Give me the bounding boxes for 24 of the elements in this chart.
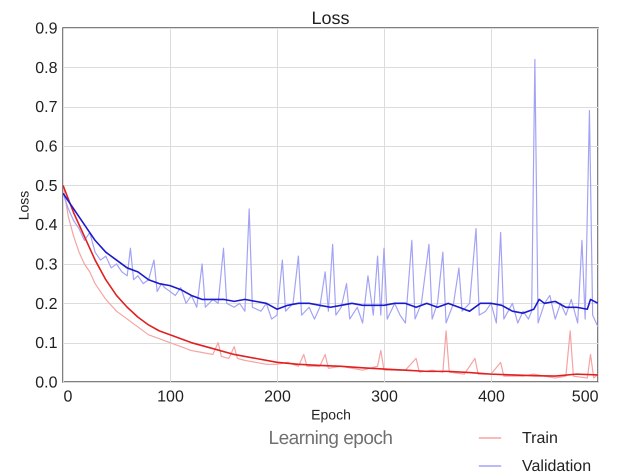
line-series xyxy=(63,192,598,314)
x-tick-label: 0 xyxy=(64,388,72,406)
y-tick-label: 0.1 xyxy=(35,335,58,352)
x-tick-label: 400 xyxy=(478,388,505,406)
x-axis-title: Epoch xyxy=(311,406,351,422)
legend-label: Validation xyxy=(522,458,592,475)
y-axis-title: Loss xyxy=(15,190,32,220)
x-tick-label: 100 xyxy=(157,388,184,406)
legend-label: Train xyxy=(522,430,558,447)
y-tick-label: 0.8 xyxy=(35,60,58,77)
y-tick-label: 0.5 xyxy=(35,178,58,195)
y-tick-label: 0.3 xyxy=(35,256,58,274)
line-series xyxy=(63,58,598,328)
x-tick-label: 300 xyxy=(371,388,398,406)
y-tick-label: 0.0 xyxy=(35,374,58,392)
y-tick-label: 0.4 xyxy=(35,217,58,234)
chart-title: Loss xyxy=(311,8,350,28)
x-tick-label: 500 xyxy=(572,388,599,406)
text: Learning epoch xyxy=(268,428,392,449)
y-tick-label: 0.7 xyxy=(35,99,58,116)
y-tick-label: 0.6 xyxy=(35,138,58,156)
y-tick-label: 0.2 xyxy=(35,296,58,313)
y-tick-label: 0.9 xyxy=(35,20,58,38)
x-tick-label: 200 xyxy=(264,388,291,406)
